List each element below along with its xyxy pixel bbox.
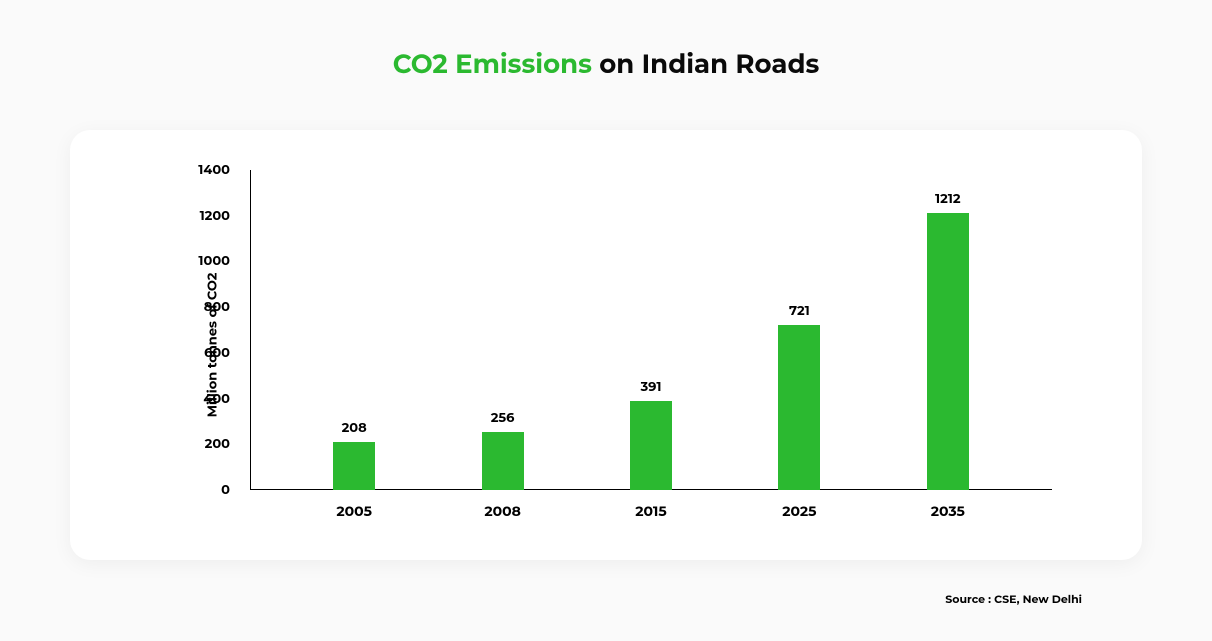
bar-group: 208	[333, 170, 375, 490]
bar-value-label: 721	[789, 303, 810, 319]
y-tick: 1400	[195, 162, 240, 178]
chart-card: Million tonnes of CO2 020040060080010001…	[70, 130, 1142, 560]
bar-group: 721	[778, 170, 820, 490]
bar-group: 256	[482, 170, 524, 490]
x-axis-label: 2008	[482, 502, 524, 520]
x-axis-label: 2025	[778, 502, 820, 520]
bars-container: 208 256 391 721 1212	[250, 170, 1052, 490]
x-axis-label: 2005	[333, 502, 375, 520]
bar-value-label: 208	[342, 420, 367, 436]
y-tick: 600	[195, 345, 240, 361]
chart-title: CO2 Emissions on Indian Roads	[0, 0, 1212, 80]
y-tick: 0	[195, 482, 240, 498]
source-attribution: Source : CSE, New Delhi	[945, 592, 1082, 606]
y-tick: 400	[195, 391, 240, 407]
bar	[630, 401, 672, 490]
x-labels-group: 2005 2008 2015 2025 2035	[250, 502, 1052, 520]
bar	[482, 432, 524, 491]
bar-value-label: 256	[491, 410, 515, 426]
x-axis-label: 2015	[630, 502, 672, 520]
y-tick: 1000	[195, 253, 240, 269]
bar-value-label: 391	[640, 379, 661, 395]
bar-group: 1212	[927, 170, 969, 490]
bar-value-label: 1212	[935, 191, 961, 207]
bar	[778, 325, 820, 490]
bar-group: 391	[630, 170, 672, 490]
title-rest: on Indian Roads	[592, 48, 819, 80]
bar	[333, 442, 375, 490]
y-tick: 1200	[195, 208, 240, 224]
y-tick: 200	[195, 436, 240, 452]
chart-area: Million tonnes of CO2 020040060080010001…	[250, 170, 1052, 520]
bar	[927, 213, 969, 490]
title-highlight: CO2 Emissions	[393, 48, 592, 80]
x-axis-label: 2035	[927, 502, 969, 520]
y-tick: 800	[195, 299, 240, 315]
